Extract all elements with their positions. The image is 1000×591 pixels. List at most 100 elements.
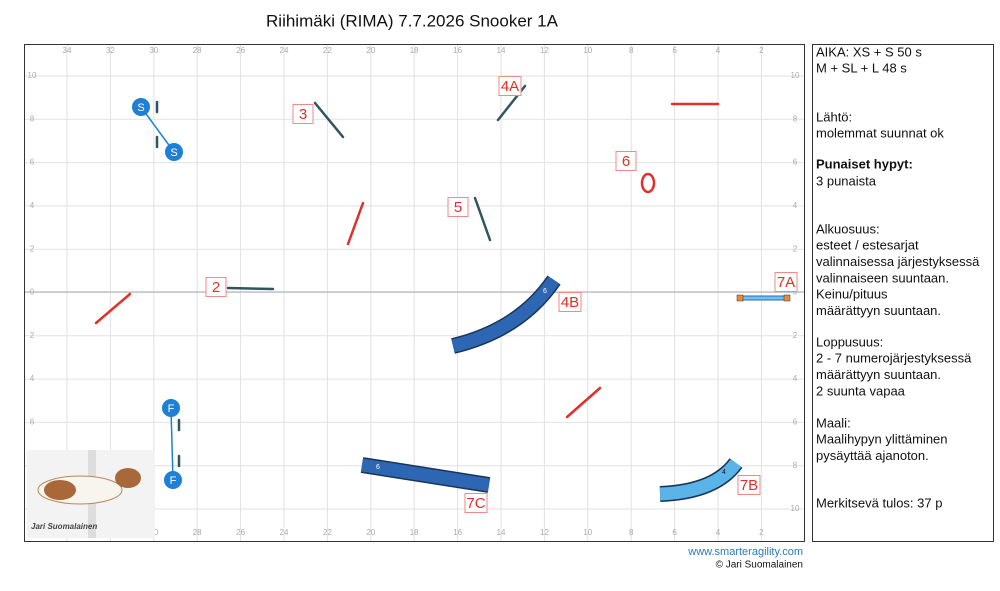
x-label: 4 <box>716 528 721 537</box>
x-label: 20 <box>366 528 375 537</box>
info-line: määrättyyn suuntaan. <box>816 367 941 382</box>
info-line: Keinu/pituus <box>816 287 888 302</box>
start-marker <box>132 98 150 116</box>
end-mark <box>736 294 744 302</box>
x-label: 8 <box>629 528 634 537</box>
x-label: 2 <box>759 528 764 537</box>
obstacle-label: 4A <box>501 78 519 95</box>
label-box <box>615 151 637 171</box>
title: Riihimäki (RIMA) 7.7.2026 Snooker 1A <box>266 11 559 30</box>
x-label: 14 <box>497 46 506 55</box>
label-box <box>774 272 798 292</box>
info-line: esteet / estesarjat <box>816 238 919 253</box>
y-label: 2 <box>793 331 798 340</box>
jump <box>313 101 345 139</box>
info-frame <box>812 44 994 542</box>
tunnel-number: 6 <box>543 288 547 295</box>
label-box <box>292 104 314 124</box>
x-label: 16 <box>453 528 462 537</box>
x-label: 34 <box>63 46 72 55</box>
dog-patch <box>44 480 76 500</box>
start-marker <box>165 143 183 161</box>
info-line: 3 punaista <box>816 173 877 188</box>
y-label: 4 <box>30 374 35 383</box>
y-label: 2 <box>30 331 35 340</box>
info-line: 2 - 7 numerojärjestyksessä <box>816 351 972 366</box>
red-jump <box>565 386 602 419</box>
info-line: pysäyttää ajanoton. <box>816 448 929 463</box>
x-label: 12 <box>540 46 549 55</box>
start-label: S <box>170 147 177 159</box>
x-label: 18 <box>410 528 419 537</box>
y-label: 4 <box>30 201 35 210</box>
tunnel-number: 4 <box>722 469 726 476</box>
red-jump <box>346 201 365 246</box>
tunnel-number: 6 <box>376 464 380 471</box>
x-label: 24 <box>280 46 289 55</box>
website-link[interactable]: www.smarteragility.com <box>687 546 803 558</box>
label-box <box>737 475 761 495</box>
info-line: Alkuosuus: <box>816 221 880 236</box>
info-line: 2 suunta vapaa <box>816 383 906 398</box>
obstacle-label: 3 <box>299 106 307 123</box>
info-line: Merkitsevä tulos: 37 p <box>816 495 942 510</box>
y-label: 6 <box>30 158 35 167</box>
copyright: © Jari Suomalainen <box>716 560 803 571</box>
photo-caption: Jari Suomalainen <box>31 522 97 531</box>
obstacle-label: 7C <box>466 495 485 512</box>
finish-marker <box>164 471 182 489</box>
x-label: 8 <box>629 46 634 55</box>
label-box <box>205 277 227 297</box>
x-label: 18 <box>410 46 419 55</box>
labels: 3 4A 6 5 2 7A 4B 7C 7B S S F F 6 6 4 <box>132 76 798 513</box>
info-line: Loppusuus: <box>816 334 883 349</box>
photo: Jari Suomalainen <box>27 450 155 538</box>
x-label: 16 <box>453 46 462 55</box>
x-label: 6 <box>672 46 677 55</box>
x-label: 22 <box>323 46 332 55</box>
x-label: 32 <box>106 46 115 55</box>
end-mark <box>783 294 791 302</box>
y-label: 10 <box>791 71 800 80</box>
x-label: 28 <box>193 528 202 537</box>
y-label: 8 <box>793 461 798 470</box>
x-label: 6 <box>672 528 677 537</box>
x-label: 26 <box>236 528 245 537</box>
start-label: S <box>137 102 144 114</box>
x-label: 10 <box>583 46 592 55</box>
obstacle-label: 5 <box>454 199 462 216</box>
y-label: 10 <box>791 504 800 513</box>
label-box <box>498 76 522 96</box>
info-line: Maalihypyn ylittäminen <box>816 432 948 447</box>
tunnel <box>451 276 560 353</box>
obstacle-label: 7B <box>740 477 758 494</box>
label-box <box>464 493 488 513</box>
x-label: 28 <box>193 46 202 55</box>
info-line: määrättyyn suuntaan. <box>816 303 941 318</box>
y-label: 2 <box>793 244 798 253</box>
x-label: 26 <box>236 46 245 55</box>
start-line <box>140 106 175 153</box>
info-line: AIKA: XS + S 50 s <box>816 44 922 59</box>
red-jump <box>94 292 132 325</box>
obstacles <box>94 84 791 502</box>
info-line: Lähtö: <box>816 109 852 124</box>
y-label: 2 <box>30 244 35 253</box>
tunnel <box>659 458 742 501</box>
obstacle-label: 7A <box>777 274 795 291</box>
obstacle-label: 2 <box>212 279 220 296</box>
obstacle-label: 6 <box>622 153 630 170</box>
obstacle-label: 4B <box>561 294 579 311</box>
y-label: 10 <box>28 71 37 80</box>
finish-line <box>170 407 174 481</box>
jump <box>226 286 275 291</box>
finish-label: F <box>168 403 175 415</box>
x-label: 30 <box>149 46 158 55</box>
info-line: M + SL + L 48 s <box>816 61 907 76</box>
info-line: valinnaisessa järjestyksessä <box>816 254 980 269</box>
dog-head <box>115 468 141 488</box>
y-label: 4 <box>793 374 798 383</box>
finish-marker <box>162 399 180 417</box>
info-line: Maali: <box>816 415 851 430</box>
